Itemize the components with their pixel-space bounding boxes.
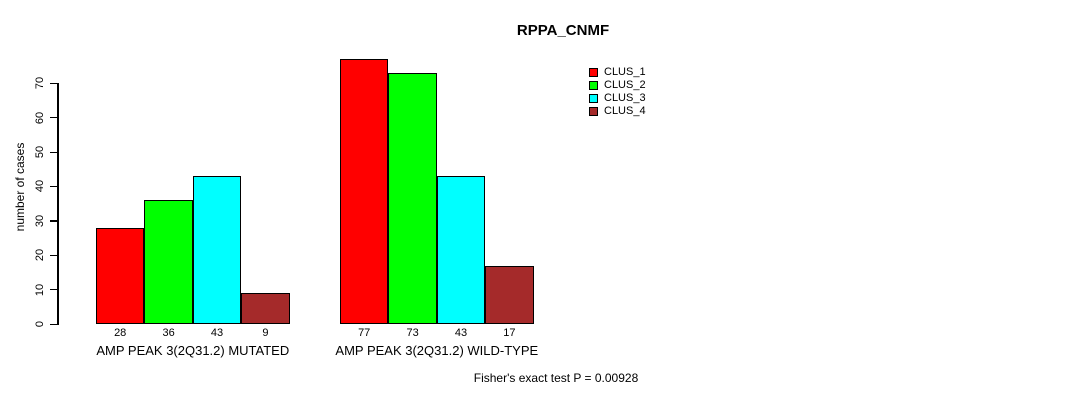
group-label: AMP PEAK 3(2Q31.2) MUTATED [96,343,290,358]
legend-item-clus_1: CLUS_1 [589,66,646,79]
bar-clus_4-group1 [241,293,290,324]
legend-label: CLUS_1 [604,66,646,79]
bar-clus_3-group1 [192,176,242,324]
y-axis-tick-label: 70 [34,77,46,90]
y-axis-tick [50,117,57,119]
bar-value-label: 9 [262,327,269,339]
y-axis-tick [50,185,57,188]
bar-value-label: 77 [358,327,371,339]
bar-value-label: 43 [210,327,224,339]
legend-swatch-clus_3 [589,93,598,103]
legend: CLUS_1 CLUS_2 CLUS_3 CLUS_4 [589,66,646,118]
legend-item-clus_3: CLUS_3 [589,92,646,105]
y-axis-tick-label: 0 [34,320,46,328]
fisher-test-annotation: Fisher's exact test P = 0.00928 [473,371,639,385]
y-axis-tick-label: 40 [34,180,46,193]
y-axis-tick [50,323,57,325]
y-axis-tick [50,289,57,291]
y-axis-tick-label: 60 [34,111,46,124]
bar-value-label: 73 [406,327,419,339]
y-axis-tick-label: 30 [34,214,46,227]
legend-swatch-clus_1 [589,67,598,77]
chart-title: RPPA_CNMF [516,22,610,39]
y-axis-label: number of cases [13,142,27,232]
legend-item-clus_4: CLUS_4 [589,105,646,118]
bar-clus_2-group1 [144,200,193,324]
y-axis-tick-label: 50 [34,145,46,159]
group-label: AMP PEAK 3(2Q31.2) WILD-TYPE [335,343,539,358]
bar-value-label: 17 [503,327,516,339]
legend-swatch-clus_4 [589,106,598,116]
y-axis-tick-label: 10 [34,283,46,296]
legend-label: CLUS_2 [604,79,646,92]
bar-clus_1-group2 [340,59,389,324]
legend-label: CLUS_3 [604,92,646,105]
legend-swatch-clus_2 [589,80,598,90]
y-axis-tick [50,220,57,222]
bar-clus_2-group2 [388,72,437,324]
bar-clus_1-group1 [96,227,145,324]
bar-clus_4-group2 [485,265,534,324]
y-axis-line [57,83,59,325]
legend-label: CLUS_4 [604,105,646,118]
y-axis-tick [50,82,57,84]
y-axis-tick [50,151,57,153]
bar-value-label: 28 [114,327,127,339]
bar-value-label: 36 [162,327,175,339]
legend-item-clus_2: CLUS_2 [589,79,646,92]
bar-value-label: 43 [454,327,468,339]
bar-clus_3-group2 [436,176,486,324]
y-axis-tick-label: 20 [34,249,46,262]
y-axis-tick [50,254,57,256]
